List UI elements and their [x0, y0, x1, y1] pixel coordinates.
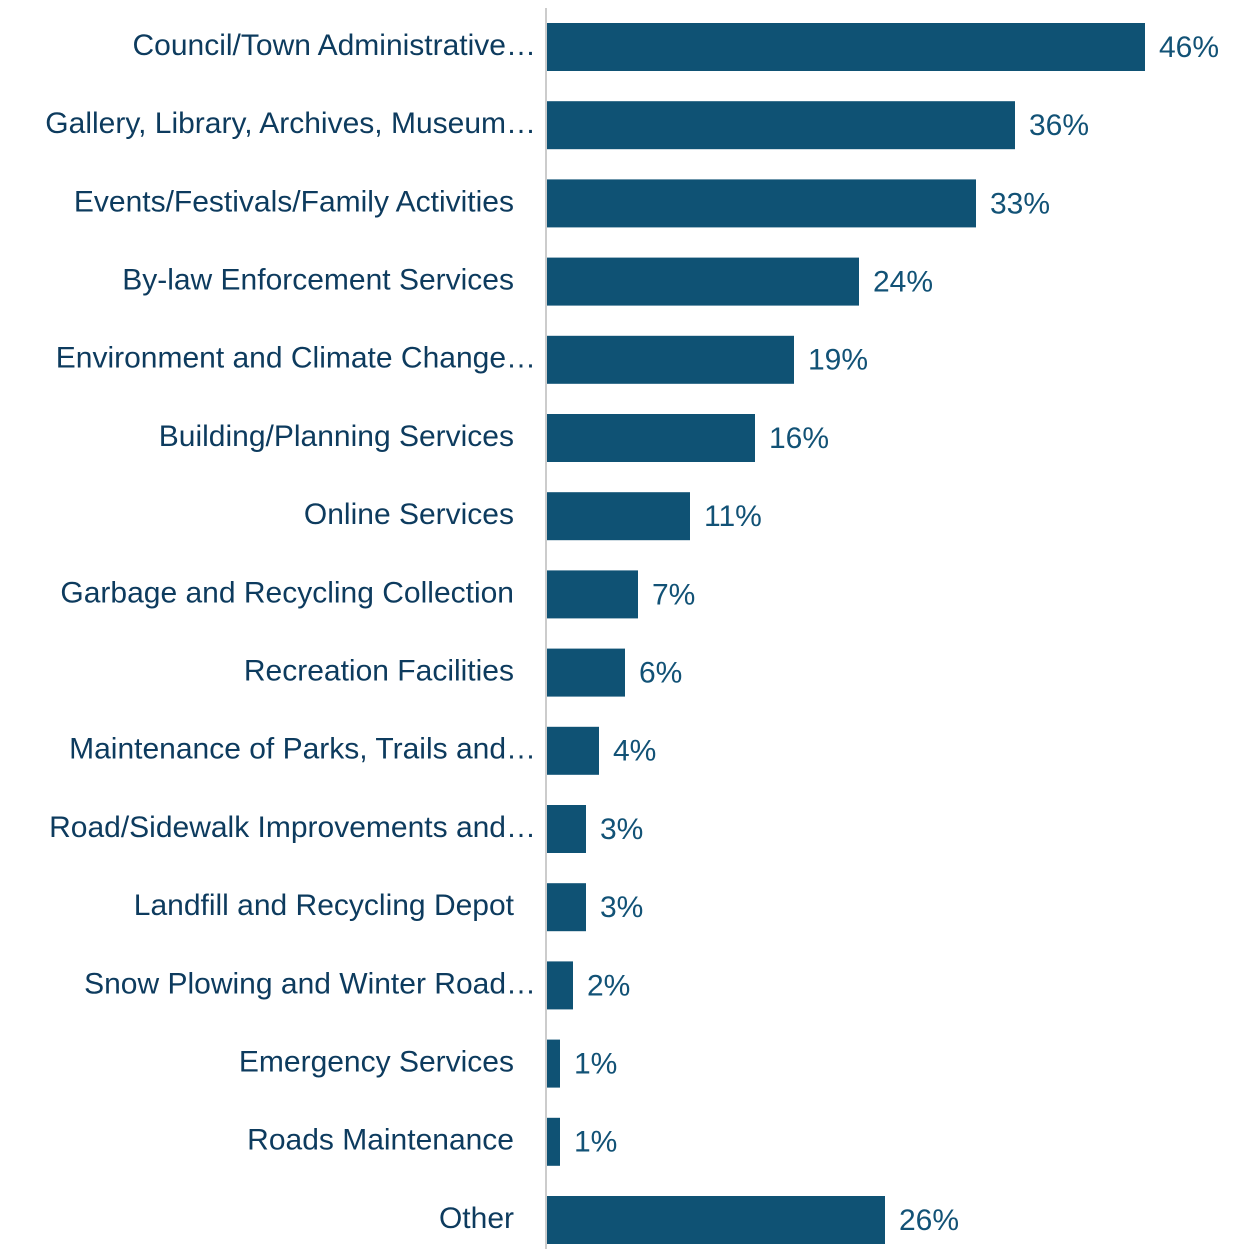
category-label: Environment and Climate Change… — [56, 342, 536, 375]
bar — [547, 1039, 560, 1088]
bar — [547, 726, 599, 775]
category-label: Recreation Facilities — [244, 655, 514, 688]
value-label: 26% — [899, 1204, 959, 1237]
category-label: Building/Planning Services — [159, 420, 514, 453]
bar — [547, 570, 638, 619]
value-label: 19% — [808, 344, 868, 377]
value-label: 33% — [990, 187, 1050, 220]
bar — [547, 101, 1015, 150]
category-label: Maintenance of Parks, Trails and… — [69, 733, 536, 766]
bar — [547, 883, 586, 932]
category-label: Council/Town Administrative… — [133, 29, 537, 62]
category-label: Garbage and Recycling Collection — [60, 576, 514, 609]
value-label: 1% — [574, 1126, 617, 1159]
bar — [547, 335, 794, 384]
value-label: 36% — [1029, 109, 1089, 142]
bar — [547, 1117, 560, 1166]
bar — [547, 23, 1145, 71]
bar — [547, 805, 586, 853]
category-label: Other — [439, 1202, 514, 1235]
value-label: 6% — [639, 657, 682, 690]
category-label: Snow Plowing and Winter Road… — [84, 967, 536, 1000]
bar — [547, 1196, 885, 1244]
category-label: Gallery, Library, Archives, Museum… — [45, 107, 536, 140]
bar — [547, 492, 690, 541]
value-label: 11% — [704, 500, 762, 533]
category-label: By-law Enforcement Services — [122, 264, 514, 297]
value-label: 3% — [600, 891, 643, 924]
category-label: Emergency Services — [239, 1046, 514, 1079]
value-label: 7% — [652, 578, 695, 611]
bar — [547, 179, 976, 228]
value-label: 46% — [1159, 31, 1219, 64]
bar — [547, 257, 859, 306]
category-label: Roads Maintenance — [247, 1124, 514, 1157]
bar — [547, 414, 755, 462]
bar — [547, 961, 573, 1010]
value-label: 3% — [600, 813, 643, 846]
value-label: 24% — [873, 266, 933, 299]
value-label: 16% — [769, 422, 829, 455]
bar — [547, 648, 625, 697]
category-label: Events/Festivals/Family Activities — [74, 185, 514, 218]
value-label: 4% — [613, 735, 656, 768]
value-label: 2% — [587, 969, 630, 1002]
value-label: 1% — [574, 1048, 617, 1081]
category-label: Online Services — [304, 498, 514, 531]
category-label: Road/Sidewalk Improvements and… — [49, 811, 536, 844]
category-label: Landfill and Recycling Depot — [134, 889, 515, 922]
